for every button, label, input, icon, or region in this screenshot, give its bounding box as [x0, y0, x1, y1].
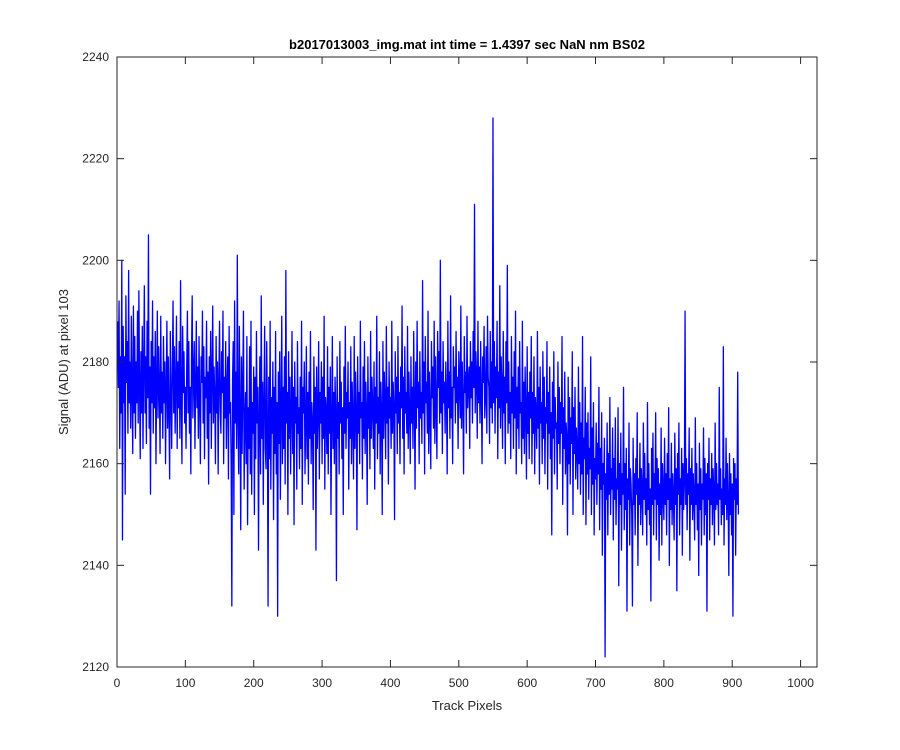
x-axis: 0 100 200 300 400 500 600 700 800 900 1000	[114, 57, 814, 690]
y-tick-label: 2220	[82, 152, 109, 166]
x-tick-label: 900	[722, 676, 742, 690]
signal-series-line	[117, 117, 740, 658]
y-tick-label: 2160	[82, 457, 109, 471]
x-tick-label: 0	[114, 676, 121, 690]
y-tick-label: 2240	[82, 50, 109, 64]
x-tick-label: 700	[586, 676, 606, 690]
plot-area	[117, 117, 740, 658]
x-tick-label: 400	[380, 676, 400, 690]
x-axis-label: Track Pixels	[432, 698, 503, 713]
x-tick-label: 200	[244, 676, 264, 690]
y-tick-label: 2140	[82, 558, 109, 572]
x-tick-label: 600	[517, 676, 537, 690]
x-tick-label: 100	[175, 676, 195, 690]
y-tick-label: 2120	[82, 660, 109, 674]
y-tick-label: 2180	[82, 355, 109, 369]
y-axis-label: Signal (ADU) at pixel 103	[56, 289, 71, 435]
y-axis: 2120 2140 2160 2180 2200 2220 2240	[82, 50, 817, 674]
x-tick-label: 800	[654, 676, 674, 690]
x-tick-label: 1000	[787, 676, 814, 690]
chart-title: b2017013003_img.mat int time = 1.4397 se…	[289, 37, 645, 52]
y-tick-label: 2200	[82, 253, 109, 267]
x-tick-label: 500	[449, 676, 469, 690]
x-tick-label: 300	[312, 676, 332, 690]
